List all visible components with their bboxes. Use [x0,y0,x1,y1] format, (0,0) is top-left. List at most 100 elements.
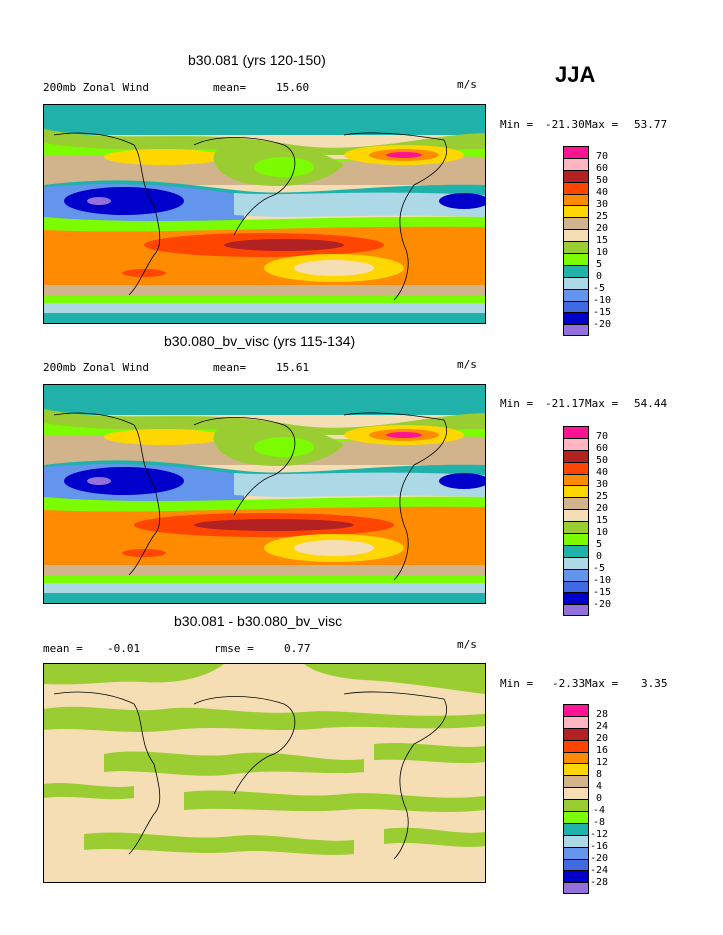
colorbar-swatch [564,739,588,752]
colorbar-swatch [564,264,588,277]
colorbar-tick-label: 10 [596,247,609,258]
colorbar-swatch [564,181,588,194]
colorbar-tick-label: 25 [596,491,609,502]
colorbar-tick-label: 25 [596,211,609,222]
panel2-min-value: -21.17 [545,397,585,410]
panel1-mean-value: 15.60 [276,81,310,94]
colorbar-swatch [564,763,588,776]
colorbar-swatch [564,787,588,800]
colorbar-tick-label: 28 [596,709,609,720]
panel3-contour-field [44,664,485,882]
panel2-max-value: 54.44 [634,397,668,410]
panel3-map [43,663,486,883]
colorbar-tick-label: 50 [596,175,609,186]
colorbar-swatch [564,544,588,557]
colorbar-tick-label: 60 [596,443,609,454]
colorbar-tick-label: 0 [596,793,603,804]
colorbar-tick-label: 70 [596,151,609,162]
colorbar-swatch [564,715,588,728]
colorbar-swatch [564,870,588,883]
colorbar-tick-label: 5 [596,259,603,270]
colorbar-swatch [564,751,588,764]
colorbar-swatch [564,882,588,895]
colorbar-swatch [564,146,588,158]
colorbar-swatch [564,241,588,254]
colorbar-swatch [564,288,588,301]
panel2-min-label: Min = [500,397,534,410]
colorbar-swatch [564,473,588,486]
colorbar-swatch [564,324,588,337]
colorbar-tick-label: 8 [596,769,603,780]
colorbar-tick-label: 16 [596,745,609,756]
colorbar-tick-label: 15 [596,235,609,246]
colorbar-swatch [564,592,588,605]
colorbar-tick-label: 70 [596,431,609,442]
panel1-colorbar [563,146,589,337]
colorbar-swatch [564,775,588,788]
panel3-min-label: Min = [500,677,534,690]
colorbar-tick-label: 0 [596,271,603,282]
panel2-mean-value: 15.61 [276,361,310,374]
panel3-mean-label: mean = [43,642,83,655]
colorbar-swatch [564,556,588,569]
panel3-max-value: 3.35 [641,677,668,690]
colorbar-swatch [564,217,588,230]
colorbar-tick-label: 50 [596,455,609,466]
colorbar-tick-label: 40 [596,467,609,478]
panel3-units: m/s [457,638,477,651]
colorbar-tick-label: 20 [596,733,609,744]
colorbar-tick-label: -5 [593,283,606,294]
colorbar-swatch [564,858,588,871]
panel3-rmse-value: 0.77 [284,642,311,655]
colorbar-tick-label: -16 [590,841,609,852]
colorbar-tick-label: 60 [596,163,609,174]
panel3-min-value: -2.33 [552,677,586,690]
panel3-title: b30.081 - b30.080_bv_visc [174,613,343,629]
colorbar-swatch [564,604,588,617]
panel3-rmse-label: rmse = [214,642,254,655]
panel2-variable-label: 200mb Zonal Wind [43,361,149,374]
colorbar-tick-label: 20 [596,223,609,234]
colorbar-tick-label: -4 [593,805,606,816]
colorbar-swatch [564,568,588,581]
colorbar-swatch [564,509,588,522]
colorbar-tick-label: -15 [593,307,612,318]
panel2-colorbar [563,426,589,617]
colorbar-tick-label: 0 [596,551,603,562]
colorbar-swatch [564,811,588,823]
colorbar-swatch [564,426,588,438]
colorbar-tick-label: 10 [596,527,609,538]
panel3-colorbar [563,704,589,895]
colorbar-swatch [564,193,588,206]
colorbar-swatch [564,834,588,847]
panel1-mean-label: mean= [213,81,247,94]
colorbar-tick-label: -15 [593,587,612,598]
colorbar-swatch [564,461,588,474]
colorbar-swatch [564,799,588,812]
panel1-max-label: Max = [585,118,619,131]
colorbar-swatch [564,822,588,835]
colorbar-swatch [564,437,588,450]
colorbar-swatch [564,276,588,289]
panel2-map [43,384,486,604]
colorbar-tick-label: 12 [596,757,609,768]
season-label: JJA [555,62,596,87]
panel1-contour-field [44,105,485,323]
colorbar-swatch [564,205,588,218]
panel1-min-value: -21.30 [545,118,585,131]
colorbar-swatch [564,704,588,716]
colorbar-swatch [564,533,588,545]
panel2-max-label: Max = [585,397,619,410]
colorbar-swatch [564,169,588,182]
colorbar-tick-label: 24 [596,721,609,732]
colorbar-tick-label: -28 [590,877,609,888]
colorbar-tick-label: 15 [596,515,609,526]
colorbar-swatch [564,497,588,510]
panel2-title: b30.080_bv_visc (yrs 115-134) [164,333,356,349]
colorbar-tick-label: -20 [590,853,609,864]
colorbar-tick-label: 20 [596,503,609,514]
colorbar-tick-label: -10 [593,295,612,306]
panel2-mean-label: mean= [213,361,247,374]
colorbar-tick-label: -8 [593,817,606,828]
colorbar-swatch [564,846,588,859]
